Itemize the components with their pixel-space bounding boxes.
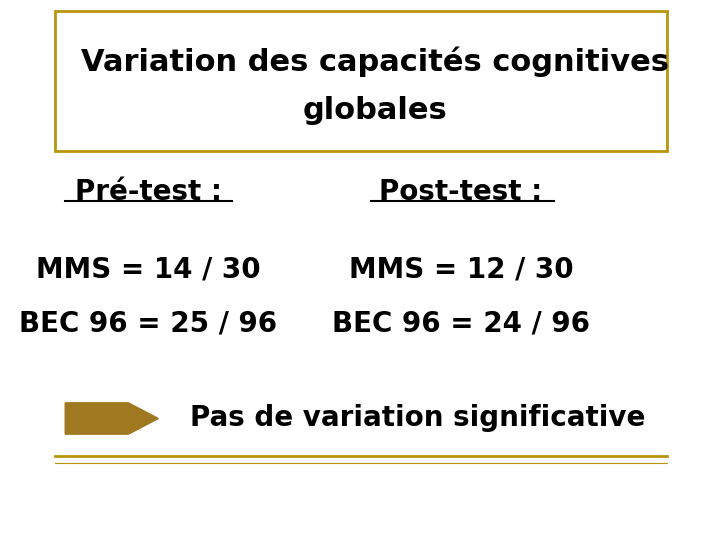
Text: Post-test :: Post-test : (379, 178, 543, 206)
Text: MMS = 12 / 30: MMS = 12 / 30 (348, 256, 573, 284)
Text: MMS = 14 / 30: MMS = 14 / 30 (36, 256, 261, 284)
Text: BEC 96 = 24 / 96: BEC 96 = 24 / 96 (332, 310, 590, 338)
Text: Pré-test :: Pré-test : (75, 178, 222, 206)
Text: Variation des capacités cognitives: Variation des capacités cognitives (81, 47, 669, 77)
Text: BEC 96 = 25 / 96: BEC 96 = 25 / 96 (19, 310, 277, 338)
Text: globales: globales (302, 96, 447, 125)
Text: Pas de variation significative: Pas de variation significative (190, 404, 645, 433)
Polygon shape (66, 403, 158, 434)
